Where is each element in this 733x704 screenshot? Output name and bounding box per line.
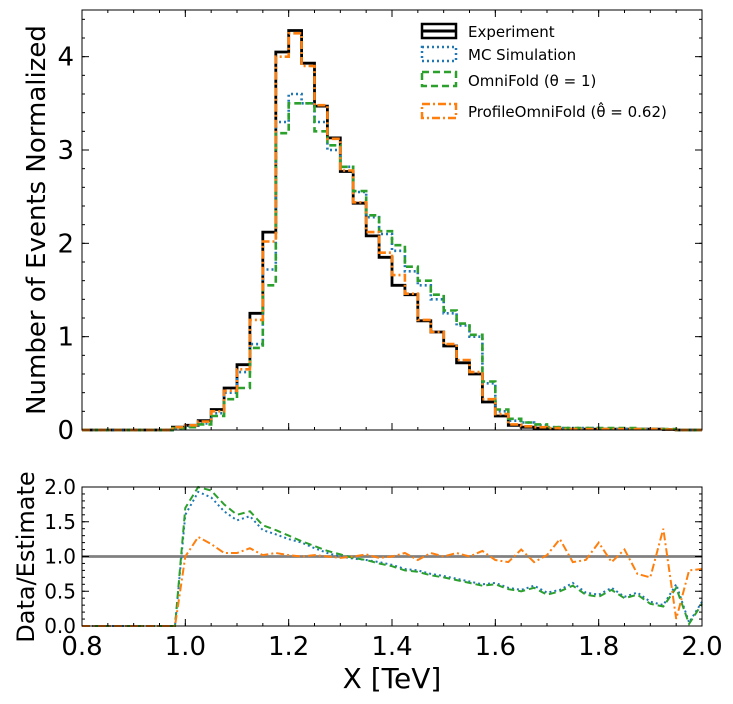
legend-label-omnifold: OmniFold (θ = 1) — [468, 72, 596, 90]
bottom-ytick-label-1: 0.5 — [44, 579, 76, 603]
top-ytick-label-3: 3 — [57, 136, 74, 166]
legend-swatch-omnifold — [420, 70, 458, 88]
bottom-ytick-label-2: 1.0 — [44, 545, 76, 569]
bottom-xtick-label-0: 0.8 — [61, 632, 102, 662]
legend-label-experiment: Experiment — [468, 23, 555, 41]
bottom-xtick-label-6: 2.0 — [681, 632, 722, 662]
top-ytick-label-0: 0 — [57, 416, 74, 446]
x-axis-label: X [TeV] — [343, 662, 442, 695]
bottom-xtick-label-3: 1.4 — [371, 632, 412, 662]
top-panel-ticks: 0 1 2 3 4 — [57, 10, 703, 446]
legend-label-profileomnifold: ProfileOmniFold (θ̂ = 0.62) — [468, 101, 667, 121]
top-panel-series — [82, 29, 702, 432]
legend-swatch-experiment-box — [420, 22, 458, 40]
top-series-mc-simulation — [82, 92, 702, 432]
top-panel-frame — [81, 9, 703, 431]
bottom-panel-series — [82, 485, 703, 627]
bottom-ytick-label-0: 0.0 — [44, 614, 76, 638]
bottom-ytick-label-3: 1.5 — [44, 510, 76, 534]
legend-label-mc: MC Simulation — [468, 46, 576, 64]
bottom-panel-ticks: 0.0 0.5 1.0 1.5 2.0 0.8 1.0 1.2 1.4 1.6 1.8 2.0 — [44, 475, 722, 662]
legend-swatch-mc — [420, 45, 458, 63]
bottom-xtick-label-1: 1.0 — [165, 632, 206, 662]
top-series-profileomnifold-0-62 — [82, 31, 702, 432]
top-ytick-label-1: 1 — [57, 323, 74, 353]
bottom-ylabel: Data/Estimate — [12, 471, 40, 642]
ratio-series-mc-simulation — [82, 490, 703, 627]
bottom-xtick-label-4: 1.6 — [475, 632, 516, 662]
top-ylabel: Number of Events Normalized — [22, 25, 52, 415]
bottom-xtick-label-5: 1.8 — [578, 632, 619, 662]
legend-swatch-profileomnifold — [420, 102, 458, 120]
bottom-xtick-label-2: 1.2 — [268, 632, 309, 662]
ratio-series-omnifold-1 — [82, 485, 703, 627]
bottom-ytick-label-4: 2.0 — [44, 475, 76, 499]
top-ytick-label-4: 4 — [57, 43, 74, 73]
ratio-series-profileomnifold — [82, 528, 703, 627]
legend: Experiment MC Simulation OmniFold (θ = 1… — [420, 22, 667, 121]
top-ytick-label-2: 2 — [57, 229, 74, 259]
